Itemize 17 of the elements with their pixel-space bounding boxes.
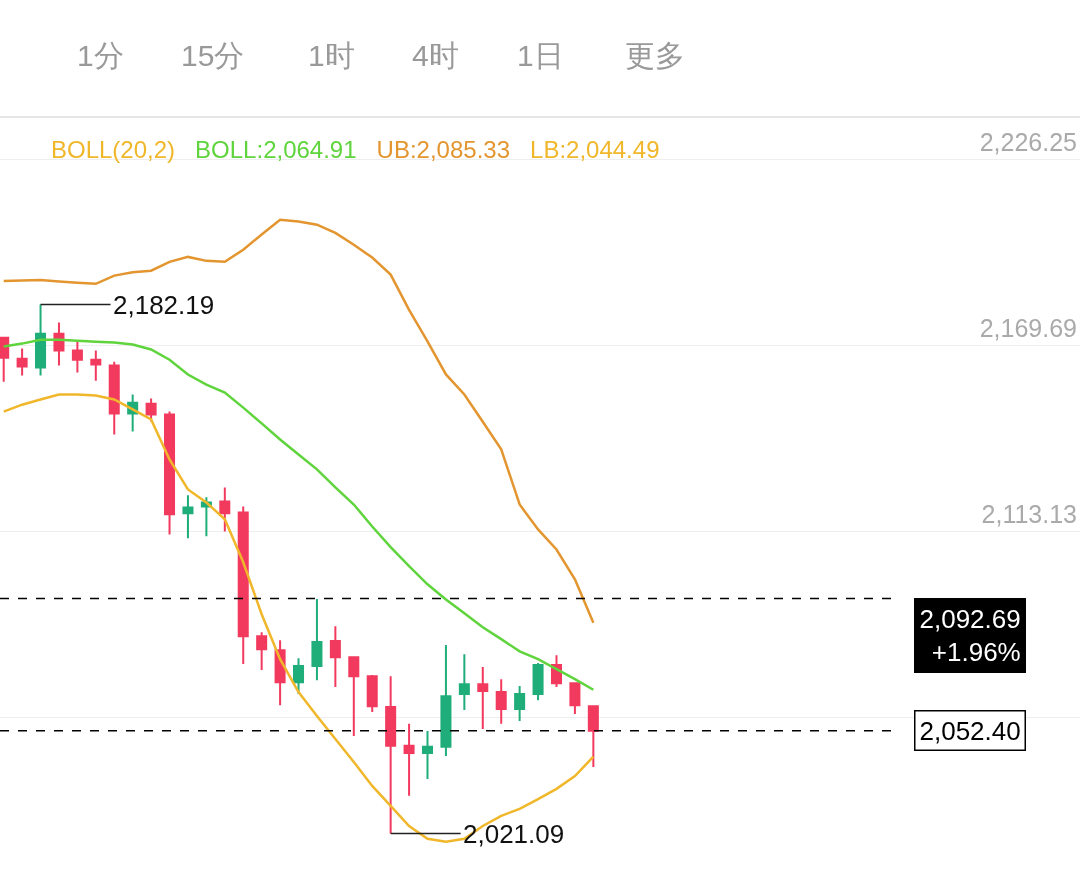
- annotation: 2,021.09: [463, 819, 565, 849]
- text: 1分: [77, 39, 124, 72]
- text: 更多: [625, 39, 685, 72]
- text: UB:2,085.33: [376, 136, 511, 163]
- y-tick-label: 2,113.13: [981, 499, 1077, 528]
- ref-line-label: 2,092.69 +1.96%: [919, 603, 1021, 668]
- annotation: 2,182.19: [113, 290, 215, 320]
- y-tick-label: 2,226.25: [979, 128, 1077, 157]
- ref-line-label: 2,052.40: [919, 715, 1021, 746]
- text: 4时: [412, 39, 459, 72]
- text: 15分: [181, 39, 245, 72]
- legend-title: BOLL(20,2): [51, 136, 176, 163]
- text: 1日: [517, 39, 564, 72]
- text: BOLL:2,064.91: [195, 136, 357, 163]
- text: LB:2,044.49: [530, 136, 660, 163]
- y-tick-label: 2,169.69: [979, 313, 1077, 342]
- text: 1时: [308, 39, 355, 72]
